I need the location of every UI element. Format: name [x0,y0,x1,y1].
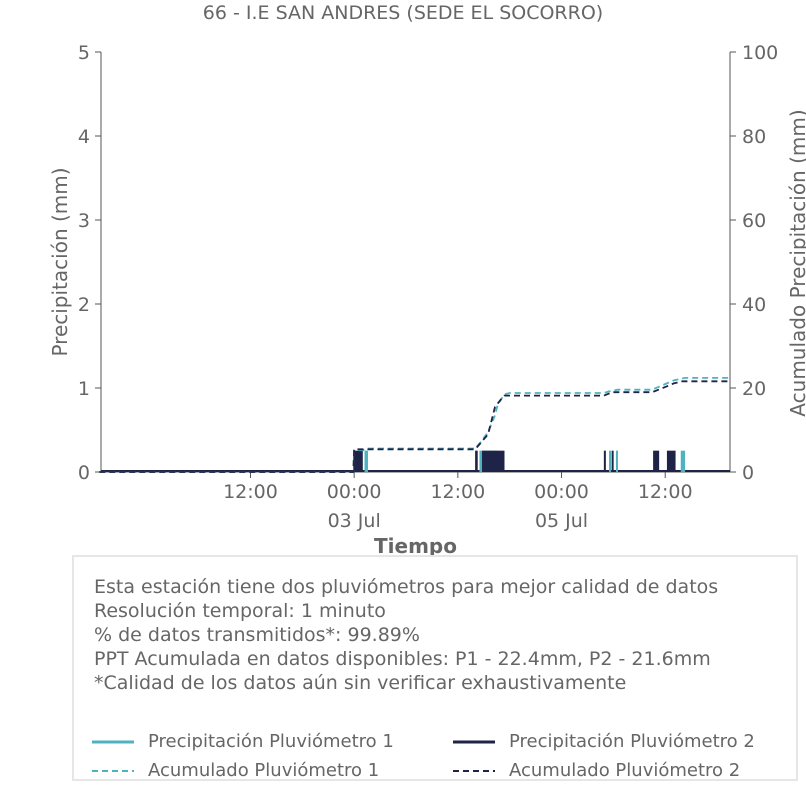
chart-title: 66 - I.E SAN ANDRES (SEDE EL SOCORRO) [202,2,604,24]
x-tick-label: 12:00 [223,481,278,503]
precip-burst-p1 [615,450,618,472]
left-tick-label: 3 [78,210,90,232]
x-tick-label: 00:00 [327,481,382,503]
accum-line-p2 [99,380,730,473]
right-tick-label: 60 [742,210,766,232]
x-tick-label: 00:00 [534,481,589,503]
x-tick-date-label: 05 Jul [535,510,588,532]
legend-swatch-p1-accum [92,770,134,772]
legend-swatch-p2-accum [453,770,495,772]
precip-burst-p2 [482,450,505,472]
precip-burst-p1 [680,450,686,472]
legend-label-p1-precip: Precipitación Pluviómetro 1 [148,731,394,752]
legend-label-p1-accum: Acumulado Pluviómetro 1 [148,760,380,781]
precip-burst-p2 [353,450,363,472]
legend-swatch-p2-precip [453,740,495,744]
info-lines: Esta estación tiene dos pluviómetros par… [94,575,718,695]
precip-burst-p2 [603,450,606,472]
x-tick-label: 12:00 [430,481,485,503]
precip-burst-p2 [475,450,478,472]
right-tick-label: 80 [742,126,766,148]
precip-burst-p1 [609,450,612,472]
right-tick-label: 40 [742,294,766,316]
left-tick-label: 1 [78,378,90,400]
legend-label-p2-accum: Acumulado Pluviómetro 2 [509,760,741,781]
precip-burst-p2 [611,450,614,472]
info-line-quality: *Calidad de los datos aún sin verificar … [94,672,627,694]
x-tick-label: 12:00 [638,481,693,503]
info-line-transmitted: % de datos transmitidos*: 99.89% [94,624,420,646]
precip-burst-p2 [653,450,660,472]
right-tick-label: 0 [742,462,754,484]
legend-label-p2-precip: Precipitación Pluviómetro 2 [509,731,755,752]
info-line-accumulated: PPT Acumulada en datos disponibles: P1 -… [94,648,711,670]
y-axis-label: Precipitación (mm) [48,167,72,356]
legend-swatch-p1-precip [92,740,134,744]
x-tick-date-label: 03 Jul [328,510,381,532]
info-line-resolution: Resolución temporal: 1 minuto [94,600,386,622]
y2-axis-label: Acumulado Precipitación (mm) [786,109,806,416]
right-tick-label: 20 [742,378,766,400]
info-line-stations: Esta estación tiene dos pluviómetros par… [94,576,719,598]
info-box: Esta estación tiene dos pluviómetros par… [72,555,798,781]
left-tick-label: 4 [78,126,90,148]
precip-burst-p1 [364,450,368,472]
x-axis-label: Tiempo [374,534,457,558]
left-tick-label: 5 [78,42,90,64]
left-tick-label: 0 [78,462,90,484]
left-tick-label: 2 [78,294,90,316]
right-tick-label: 100 [742,42,778,64]
precip-burst-p2 [666,450,676,472]
